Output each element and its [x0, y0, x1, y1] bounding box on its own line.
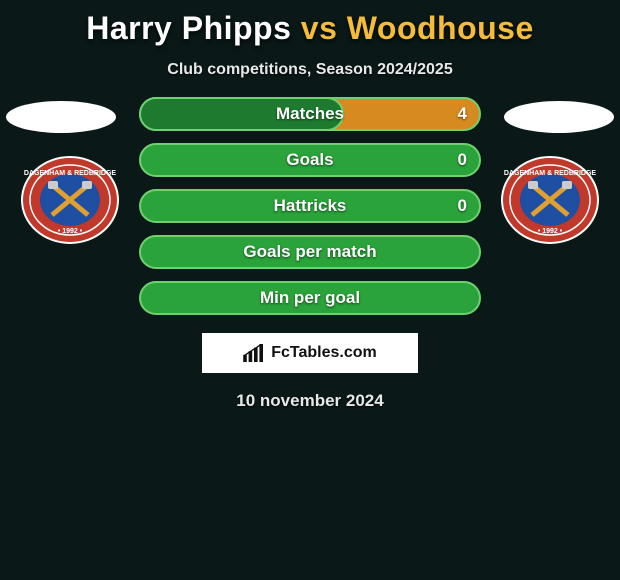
- stat-value-right: 4: [458, 104, 467, 124]
- comparison-card: Harry Phipps vs Woodhouse Club competiti…: [0, 0, 620, 429]
- player1-name: Harry Phipps: [86, 10, 291, 46]
- stat-label: Goals: [286, 150, 333, 170]
- crest-icon: DAGENHAM & REDBRIDGE • 1992 •: [500, 155, 600, 245]
- svg-text:• 1992 •: • 1992 •: [58, 228, 83, 235]
- stat-value-right: 0: [458, 196, 467, 216]
- snapshot-date: 10 november 2024: [0, 373, 620, 429]
- stat-label: Goals per match: [243, 242, 376, 262]
- page-title: Harry Phipps vs Woodhouse: [0, 4, 620, 49]
- stat-label: Matches: [276, 104, 344, 124]
- player1-slot-ellipse: [6, 101, 116, 133]
- stat-value-right: 0: [458, 150, 467, 170]
- crest-icon: DAGENHAM & REDBRIDGE • 1992 •: [20, 155, 120, 245]
- stat-label: Min per goal: [260, 288, 360, 308]
- player2-name: Woodhouse: [347, 10, 534, 46]
- svg-text:DAGENHAM & REDBRIDGE: DAGENHAM & REDBRIDGE: [504, 170, 597, 177]
- stat-row-matches: Matches 4: [139, 97, 481, 131]
- player2-club-crest: DAGENHAM & REDBRIDGE • 1992 •: [500, 155, 600, 245]
- vs-separator: vs: [301, 10, 338, 46]
- stat-row-min-per-goal: Min per goal: [139, 281, 481, 315]
- brand-badge: FcTables.com: [202, 333, 418, 373]
- stat-row-goals-per-match: Goals per match: [139, 235, 481, 269]
- bar-chart-icon: [243, 344, 265, 362]
- svg-text:• 1992 •: • 1992 •: [538, 228, 563, 235]
- stats-list: Matches 4 Goals 0 Hattricks 0 Goals per match M…: [139, 97, 481, 315]
- subtitle: Club competitions, Season 2024/2025: [0, 49, 620, 97]
- stat-row-hattricks: Hattricks 0: [139, 189, 481, 223]
- stat-label: Hattricks: [274, 196, 347, 216]
- comparison-body: DAGENHAM & REDBRIDGE • 1992 • DAGENHAM &…: [0, 97, 620, 429]
- stat-row-goals: Goals 0: [139, 143, 481, 177]
- player1-club-crest: DAGENHAM & REDBRIDGE • 1992 •: [20, 155, 120, 245]
- brand-text: FcTables.com: [271, 344, 377, 362]
- player2-slot-ellipse: [504, 101, 614, 133]
- svg-text:DAGENHAM & REDBRIDGE: DAGENHAM & REDBRIDGE: [24, 170, 117, 177]
